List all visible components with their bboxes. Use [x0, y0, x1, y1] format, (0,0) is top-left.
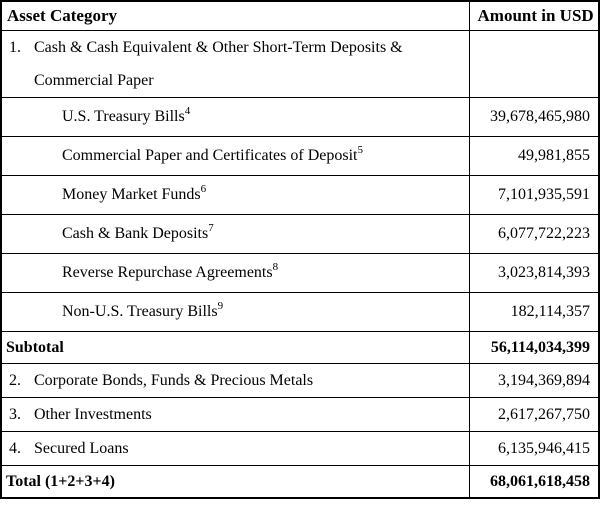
row-category-cell: 2. Corporate Bonds, Funds & Precious Meta…: [0, 363, 470, 398]
row-label: Commercial Paper and Certificates of Dep…: [62, 143, 363, 164]
row-category-cell: Money Market Funds6: [0, 175, 470, 215]
row-label: Other Investments: [34, 405, 152, 423]
row-label: Secured Loans: [34, 439, 129, 457]
row-label: U.S. Treasury Bills4: [62, 104, 191, 125]
row-category-cell: Subtotal: [0, 331, 470, 364]
row-label: Money Market Funds6: [62, 182, 207, 203]
row-number: 1.: [9, 39, 21, 56]
row-amount: [468, 30, 600, 98]
footnote-ref: 4: [184, 104, 191, 117]
table-row: Subtotal 56,114,034,399: [0, 331, 600, 364]
row-amount: 49,981,855: [468, 136, 600, 176]
asset-table: Asset Category Amount in USD 1. Cash & Ca…: [0, 0, 600, 499]
row-amount: 182,114,357: [468, 292, 600, 332]
column-header-asset-category: Asset Category: [0, 0, 470, 31]
row-amount: 68,061,618,458: [468, 465, 600, 499]
row-label: Reverse Repurchase Agreements8: [62, 260, 279, 281]
footnote-ref: 6: [200, 182, 207, 195]
table-row: Non-U.S. Treasury Bills9 182,114,357: [0, 292, 600, 332]
table-row: 2. Corporate Bonds, Funds & Precious Meta…: [0, 363, 600, 398]
row-amount: 2,617,267,750: [468, 397, 600, 432]
row-amount: 3,023,814,393: [468, 253, 600, 293]
row-category-cell: U.S. Treasury Bills4: [0, 97, 470, 137]
row-amount: 7,101,935,591: [468, 175, 600, 215]
footnote-ref: 8: [272, 260, 279, 273]
table-row: U.S. Treasury Bills4 39,678,465,980: [0, 97, 600, 137]
table-row: 4. Secured Loans 6,135,946,415: [0, 431, 600, 466]
row-label: Subtotal: [6, 338, 64, 356]
table-row: Reverse Repurchase Agreements8 3,023,814,…: [0, 253, 600, 293]
row-amount: 56,114,034,399: [468, 331, 600, 364]
footnote-ref: 9: [217, 299, 224, 312]
row-category-cell: Reverse Repurchase Agreements8: [0, 253, 470, 293]
row-label: Non-U.S. Treasury Bills9: [62, 299, 224, 320]
table-header-row: Asset Category Amount in USD: [0, 0, 600, 31]
row-category-cell: Cash & Bank Deposits7: [0, 214, 470, 254]
row-amount: 6,135,946,415: [468, 431, 600, 466]
table-row: Commercial Paper and Certificates of Dep…: [0, 136, 600, 176]
row-category-cell: Total (1+2+3+4): [0, 465, 470, 499]
column-header-amount-usd: Amount in USD: [468, 0, 600, 31]
footnote-ref: 5: [357, 143, 363, 156]
row-number: 4.: [9, 439, 21, 457]
asset-table-body: 1. Cash & Cash Equivalent & Other Short-T…: [0, 30, 600, 499]
row-label: Corporate Bonds, Funds & Precious Metals: [34, 371, 314, 389]
table-row: 1. Cash & Cash Equivalent & Other Short-T…: [0, 30, 600, 98]
row-label: Cash & Cash Equivalent & Other Short-Ter…: [34, 39, 403, 89]
footnote-ref: 7: [208, 221, 214, 234]
row-category-cell: 3. Other Investments: [0, 397, 470, 432]
table-row: Total (1+2+3+4) 68,061,618,458: [0, 465, 600, 499]
row-number: 2.: [9, 371, 21, 389]
table-row: 3. Other Investments 2,617,267,750: [0, 397, 600, 432]
row-amount: 6,077,722,223: [468, 214, 600, 254]
row-amount: 39,678,465,980: [468, 97, 600, 137]
table-row: Cash & Bank Deposits7 6,077,722,223: [0, 214, 600, 254]
row-category-cell: 4. Secured Loans: [0, 431, 470, 466]
row-category-cell: 1. Cash & Cash Equivalent & Other Short-T…: [0, 30, 470, 98]
row-number: 3.: [9, 405, 21, 423]
row-category-cell: Commercial Paper and Certificates of Dep…: [0, 136, 470, 176]
table-row: Money Market Funds6 7,101,935,591: [0, 175, 600, 215]
row-category-cell: Non-U.S. Treasury Bills9: [0, 292, 470, 332]
row-amount: 3,194,369,894: [468, 363, 600, 398]
row-label: Total (1+2+3+4): [6, 472, 115, 490]
row-label: Cash & Bank Deposits7: [62, 221, 214, 242]
